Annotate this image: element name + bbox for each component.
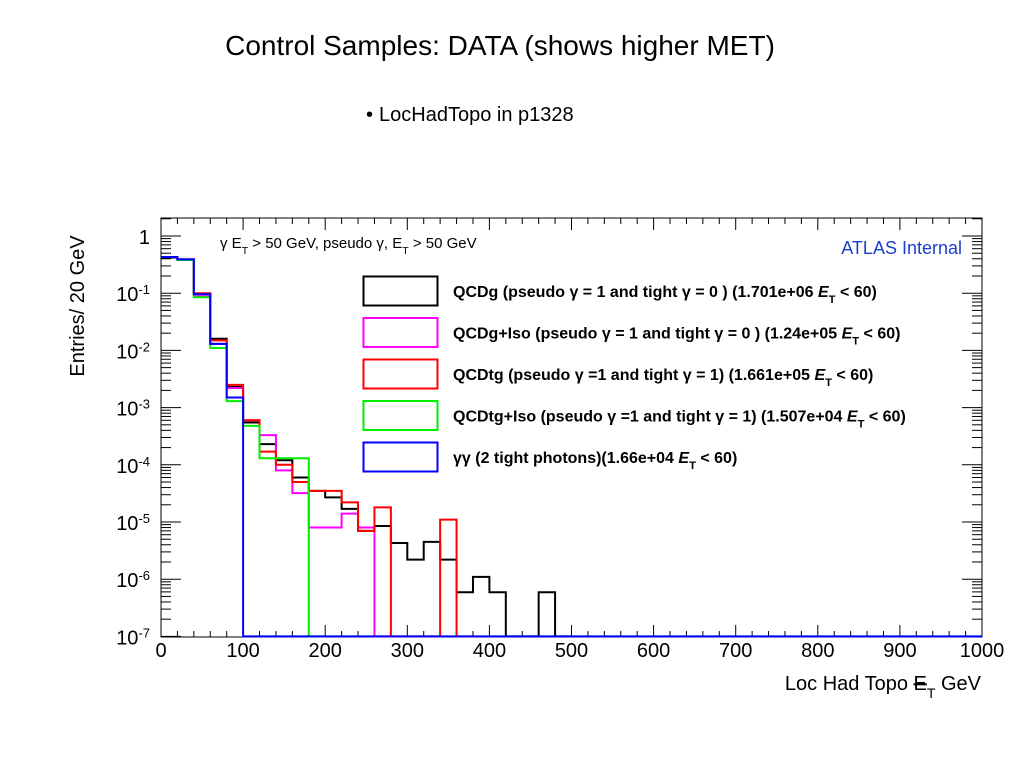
legend-label-4: γγ (2 tight photons)(1.66e+04 ET < 60) bbox=[453, 450, 737, 472]
legend-swatch-2 bbox=[362, 358, 439, 390]
y-tick-label: 10-5 bbox=[116, 511, 150, 536]
y-tick-base: 10 bbox=[116, 399, 138, 421]
text-span: < 60) bbox=[696, 450, 737, 467]
y-axis-title: Entries/ 20 GeV bbox=[67, 235, 89, 377]
histogram-series-0 bbox=[161, 256, 572, 638]
histogram-series-1 bbox=[161, 255, 391, 638]
x-axis-title: Loc Had Topo ET GeV bbox=[785, 673, 982, 701]
text-span: < 60) bbox=[864, 409, 905, 426]
y-tick-base: 10 bbox=[116, 341, 138, 363]
y-tick-exponent: -1 bbox=[138, 282, 150, 297]
legend-swatch-0 bbox=[362, 275, 439, 307]
subscript-text: T bbox=[242, 245, 249, 257]
y-tick-exponent: -2 bbox=[138, 339, 150, 354]
text-span: < 60) bbox=[859, 326, 900, 343]
text-span: GeV bbox=[935, 673, 981, 695]
y-tick-label: 1 bbox=[139, 227, 150, 249]
y-tick-base: 10 bbox=[116, 570, 138, 592]
text-span: E bbox=[818, 284, 830, 301]
subscript-text: T bbox=[852, 336, 859, 348]
histogram-series-4 bbox=[161, 255, 982, 638]
legend-swatch-3 bbox=[362, 400, 439, 431]
cut-text: γ ET > 50 GeV, pseudo γ, ET > 50 GeV bbox=[220, 235, 477, 257]
labels-layer: 0 100 200 300 400 500 600 700 800 900 1000110-110-… bbox=[67, 227, 1004, 701]
x-tick-label: 500 bbox=[555, 640, 588, 662]
x-tick-label: 700 bbox=[719, 640, 752, 662]
text-span: < 60) bbox=[836, 284, 877, 301]
text-span: E bbox=[678, 450, 690, 467]
x-tick-label: 0 bbox=[155, 640, 166, 662]
x-tick-label: 100 bbox=[226, 640, 259, 662]
text-span: E bbox=[914, 673, 927, 695]
x-tick-label: 300 bbox=[391, 640, 424, 662]
y-tick-label: 10-2 bbox=[116, 339, 150, 364]
text-span: QCDtg+Iso (pseudo γ =1 and tight γ = 1) … bbox=[453, 409, 847, 426]
subscript-text: T bbox=[927, 685, 936, 701]
y-tick-base: 10 bbox=[116, 627, 138, 649]
text-span: QCDg (pseudo γ = 1 and tight γ = 0 ) (1.… bbox=[453, 284, 818, 301]
y-tick-label: 10-4 bbox=[116, 453, 150, 478]
y-tick-base: 10 bbox=[116, 284, 138, 306]
text-span: E bbox=[814, 367, 826, 384]
text-span: < 60) bbox=[832, 367, 873, 384]
x-tick-label: 400 bbox=[473, 640, 506, 662]
legend-swatch-4 bbox=[362, 441, 439, 473]
text-span: > 50 GeV, pseudo γ, E bbox=[248, 235, 402, 252]
subscript-text: T bbox=[858, 419, 865, 431]
x-tick-label: 1000 bbox=[960, 640, 1005, 662]
y-tick-exponent: -3 bbox=[138, 396, 150, 411]
y-tick-base: 10 bbox=[116, 456, 138, 478]
y-tick-label: 10-1 bbox=[116, 282, 150, 307]
text-span: E bbox=[842, 326, 854, 343]
y-tick-exponent: -5 bbox=[138, 511, 150, 526]
y-tick-exponent: -6 bbox=[138, 568, 150, 583]
text-span: Loc Had Topo bbox=[785, 673, 914, 695]
y-tick-label: 10-3 bbox=[116, 396, 150, 421]
subscript-text: T bbox=[402, 245, 409, 257]
bullet-dot: • bbox=[366, 104, 374, 126]
text-span: QCDtg (pseudo γ =1 and tight γ = 1) (1.6… bbox=[453, 367, 814, 384]
axis-ticks bbox=[160, 218, 983, 637]
subscript-text: T bbox=[825, 377, 832, 389]
x-tick-label: 200 bbox=[309, 640, 342, 662]
x-tick-label: 900 bbox=[883, 640, 916, 662]
y-tick-exponent: -4 bbox=[138, 453, 150, 468]
subscript-text: T bbox=[689, 460, 696, 472]
y-tick-label: 10-7 bbox=[116, 625, 150, 650]
text-span: > 50 GeV bbox=[409, 235, 477, 252]
text-span: QCDg+Iso (pseudo γ = 1 and tight γ = 0 )… bbox=[453, 326, 842, 343]
bullet-text: LocHadTopo in p1328 bbox=[379, 104, 574, 126]
x-tick-label: 800 bbox=[801, 640, 834, 662]
text-span: γγ (2 tight photons)(1.66e+04 bbox=[453, 450, 678, 467]
series-layer bbox=[161, 255, 982, 638]
legend-swatch-1 bbox=[362, 317, 439, 348]
subscript-text: T bbox=[829, 294, 836, 306]
text-span: γ E bbox=[220, 235, 242, 252]
legend-label-0: QCDg (pseudo γ = 1 and tight γ = 0 ) (1.… bbox=[453, 284, 877, 306]
y-tick-label: 10-6 bbox=[116, 568, 150, 593]
slide-title: Control Samples: DATA (shows higher MET) bbox=[225, 30, 775, 61]
legend-label-3: QCDtg+Iso (pseudo γ =1 and tight γ = 1) … bbox=[453, 409, 906, 431]
text-span: E bbox=[847, 409, 859, 426]
legend: QCDg (pseudo γ = 1 and tight γ = 0 ) (1.… bbox=[362, 275, 906, 473]
y-tick-base: 10 bbox=[116, 513, 138, 535]
legend-label-1: QCDg+Iso (pseudo γ = 1 and tight γ = 0 )… bbox=[453, 326, 900, 348]
atlas-watermark: ATLAS Internal bbox=[841, 238, 962, 258]
x-tick-label: 600 bbox=[637, 640, 670, 662]
y-tick-exponent: -7 bbox=[138, 625, 150, 640]
bullet-item: • LocHadTopo in p1328 bbox=[366, 104, 574, 127]
y-tick-base: 1 bbox=[139, 227, 150, 249]
legend-label-2: QCDtg (pseudo γ =1 and tight γ = 1) (1.6… bbox=[453, 367, 873, 389]
histogram-series-2 bbox=[161, 255, 473, 638]
